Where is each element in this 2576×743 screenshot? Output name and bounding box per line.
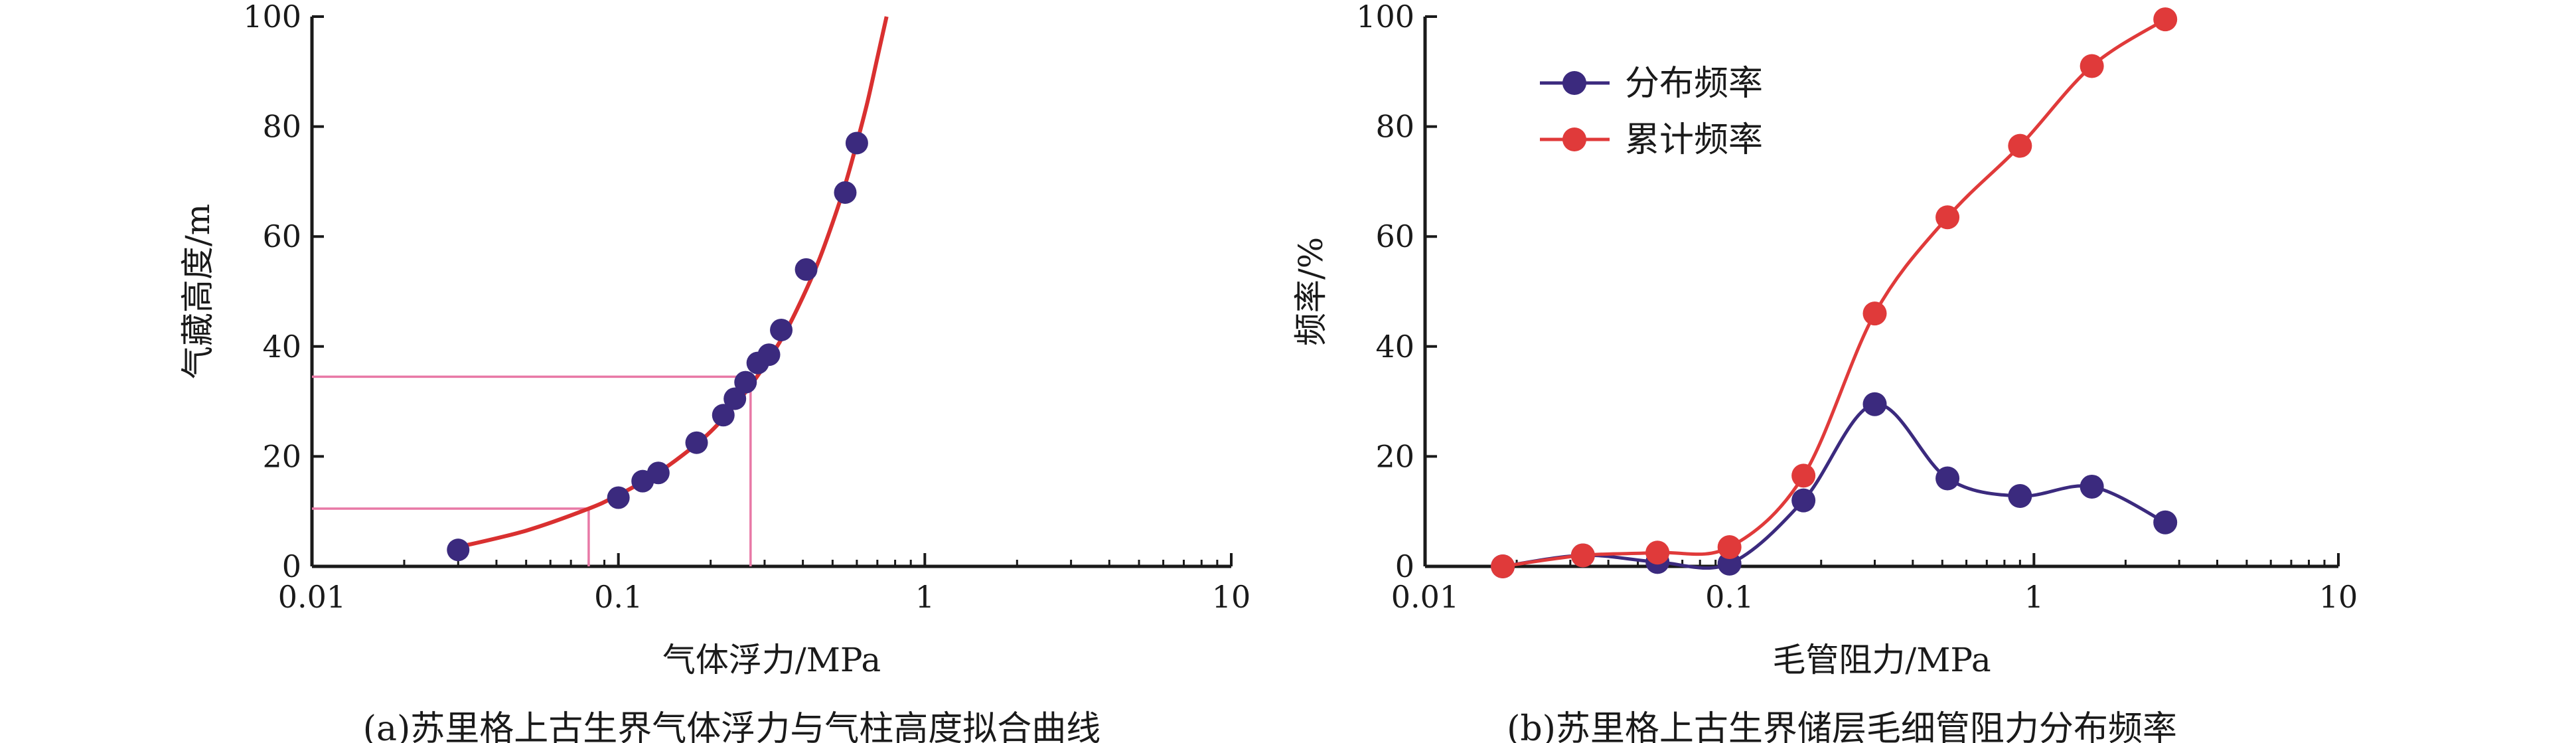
- legend-marker-2: [1562, 127, 1586, 151]
- chart-caption: (a)苏里格上古生界气体浮力与气柱高度拟合曲线: [363, 709, 1101, 743]
- y-tick-label: 60: [1375, 218, 1414, 254]
- fit-curve: [457, 16, 889, 549]
- y-tick-label: 40: [1375, 329, 1414, 365]
- series-line-2: [1502, 17, 2166, 568]
- series-line-1: [1502, 402, 2166, 570]
- y-axis-title: 频率/%: [1292, 237, 1330, 346]
- x-tick-label: 0.1: [1705, 579, 1754, 615]
- series-2-marker: [2153, 7, 2178, 32]
- chart-a: 0 20 40 60 80 100 0.01 0.1 1 10 气体浮力/MPa 气藏高度/m (a)苏…: [179, 0, 1250, 743]
- x-tick-label: 10: [2319, 579, 2358, 615]
- series-1-marker: [1862, 392, 1887, 416]
- x-axis-title: 气体浮力/MPa: [662, 641, 881, 679]
- series-2-marker: [1791, 463, 1816, 488]
- chart-caption: (b)苏里格上古生界储层毛细管阻力分布频率: [1507, 709, 2177, 743]
- data-point: [646, 461, 670, 485]
- y-tick-label: 40: [262, 329, 301, 365]
- series-1-marker: [1791, 488, 1816, 513]
- series-2-marker: [1862, 301, 1887, 326]
- series-2-marker: [1491, 554, 1515, 578]
- series-1-marker: [1717, 551, 1742, 576]
- series-2-marker: [2008, 133, 2032, 158]
- x-tick-label: 0.01: [278, 579, 346, 615]
- y-tick-label: 60: [262, 218, 301, 254]
- data-point: [757, 343, 781, 367]
- y-tick-label: 20: [1375, 438, 1414, 474]
- y-tick-label: 0: [1395, 548, 1414, 584]
- data-point: [685, 431, 708, 454]
- data-point: [834, 181, 857, 204]
- series-2-marker: [1645, 540, 1670, 565]
- data-point: [734, 371, 757, 394]
- data-point: [795, 258, 818, 281]
- data-point: [447, 538, 470, 562]
- data-point: [607, 486, 630, 509]
- data-point: [770, 318, 793, 341]
- y-tick-label: 20: [262, 438, 301, 474]
- series-1-marker: [2008, 484, 2032, 509]
- y-tick-label: 0: [282, 548, 301, 584]
- data-point: [845, 131, 868, 155]
- series-1-marker: [1935, 466, 1960, 491]
- x-tick-label: 0.1: [594, 579, 643, 615]
- series-2-marker: [1935, 205, 1960, 230]
- data-point: [712, 404, 735, 427]
- x-tick-label: 0.01: [1391, 579, 1459, 615]
- data-point: [723, 387, 747, 410]
- series-2-marker: [1717, 535, 1742, 560]
- legend-label-2: 累计频率: [1625, 120, 1763, 160]
- legend-label-1: 分布频率: [1625, 64, 1763, 104]
- chart-b: 0 20 40 60 80 100 0.01 0.1 1 10 毛管阻力/MPa 频率/% (b)苏里格…: [1292, 0, 2358, 743]
- series-1-marker: [2153, 510, 2178, 535]
- x-tick-label: 1: [2024, 579, 2044, 615]
- x-tick-label: 10: [1212, 579, 1251, 615]
- legend-marker-1: [1562, 71, 1586, 95]
- series-2-marker: [2080, 54, 2104, 78]
- y-tick-label: 80: [1375, 109, 1414, 145]
- y-tick-label: 100: [243, 0, 301, 35]
- x-axis-title: 毛管阻力/MPa: [1772, 641, 1991, 679]
- series-1-marker: [2080, 474, 2104, 499]
- y-tick-label: 80: [262, 109, 301, 145]
- y-axis-title: 气藏高度/m: [179, 204, 217, 379]
- y-tick-label: 100: [1356, 0, 1414, 35]
- x-tick-label: 1: [915, 579, 935, 615]
- series-2-marker: [1570, 543, 1595, 568]
